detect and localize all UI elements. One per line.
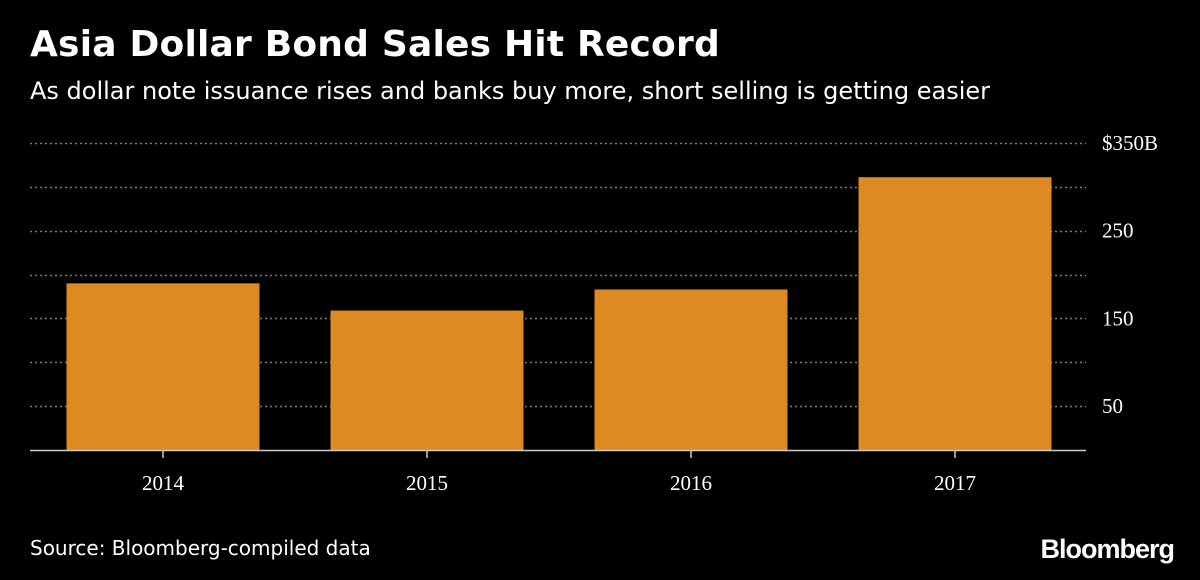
bar-2014 (66, 283, 260, 450)
y-tick-label-150: 150 (1102, 306, 1134, 330)
y-tick-label-250: 250 (1102, 219, 1134, 243)
x-tick-label-2015: 2015 (406, 471, 448, 495)
source-note: Source: Bloomberg-compiled data (30, 536, 371, 560)
chart-subtitle: As dollar note issuance rises and banks … (30, 77, 990, 105)
x-tick-label-2014: 2014 (142, 471, 185, 495)
bar-2015 (330, 310, 524, 450)
y-tick-label-50: 50 (1102, 394, 1123, 418)
bar-2017 (858, 177, 1052, 451)
y-tick-label-350: $350B (1102, 131, 1158, 155)
chart-title: Asia Dollar Bond Sales Hit Record (30, 24, 720, 65)
x-tick-label-2016: 2016 (670, 471, 712, 495)
x-tick-label-2017: 2017 (934, 471, 976, 495)
bloomberg-logo: Bloomberg (1040, 534, 1175, 564)
bar-2016 (594, 289, 788, 450)
